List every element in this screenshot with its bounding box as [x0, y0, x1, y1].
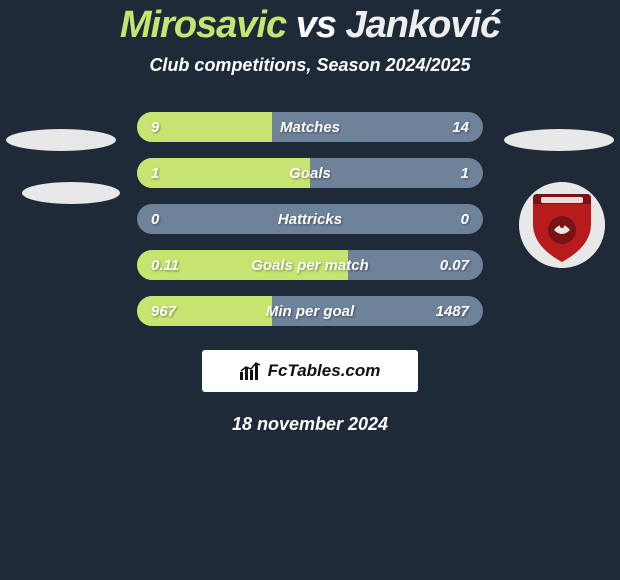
comparison-title: Mirosavic vs Janković: [0, 4, 620, 47]
vs-text: vs: [296, 4, 336, 46]
stat-label: Matches: [137, 119, 483, 136]
stat-label: Min per goal: [137, 303, 483, 320]
bar-chart-icon: [240, 362, 262, 380]
stat-row-goals: 1 Goals 1: [137, 158, 483, 188]
branding-text: FcTables.com: [268, 361, 381, 381]
player2-name: Janković: [346, 4, 501, 46]
stat-label: Hattricks: [137, 211, 483, 228]
branding-panel[interactable]: FcTables.com: [202, 350, 418, 392]
stat-right-value: 1487: [436, 303, 469, 320]
stat-label: Goals per match: [137, 257, 483, 274]
stat-row-hattricks: 0 Hattricks 0: [137, 204, 483, 234]
subtitle: Club competitions, Season 2024/2025: [0, 55, 620, 76]
stat-right-value: 14: [452, 119, 469, 136]
stat-row-min-per-goal: 967 Min per goal 1487: [137, 296, 483, 326]
player1-name: Mirosavic: [120, 4, 286, 46]
stat-right-value: 0.07: [440, 257, 469, 274]
stat-right-value: 0: [461, 211, 469, 228]
stat-row-matches: 9 Matches 14: [137, 112, 483, 142]
stat-row-goals-per-match: 0.11 Goals per match 0.07: [137, 250, 483, 280]
stats-area: 9 Matches 14 1 Goals 1 0 Hattricks 0 0.1…: [0, 112, 620, 326]
stat-label: Goals: [137, 165, 483, 182]
date-label: 18 november 2024: [0, 414, 620, 435]
stat-right-value: 1: [461, 165, 469, 182]
